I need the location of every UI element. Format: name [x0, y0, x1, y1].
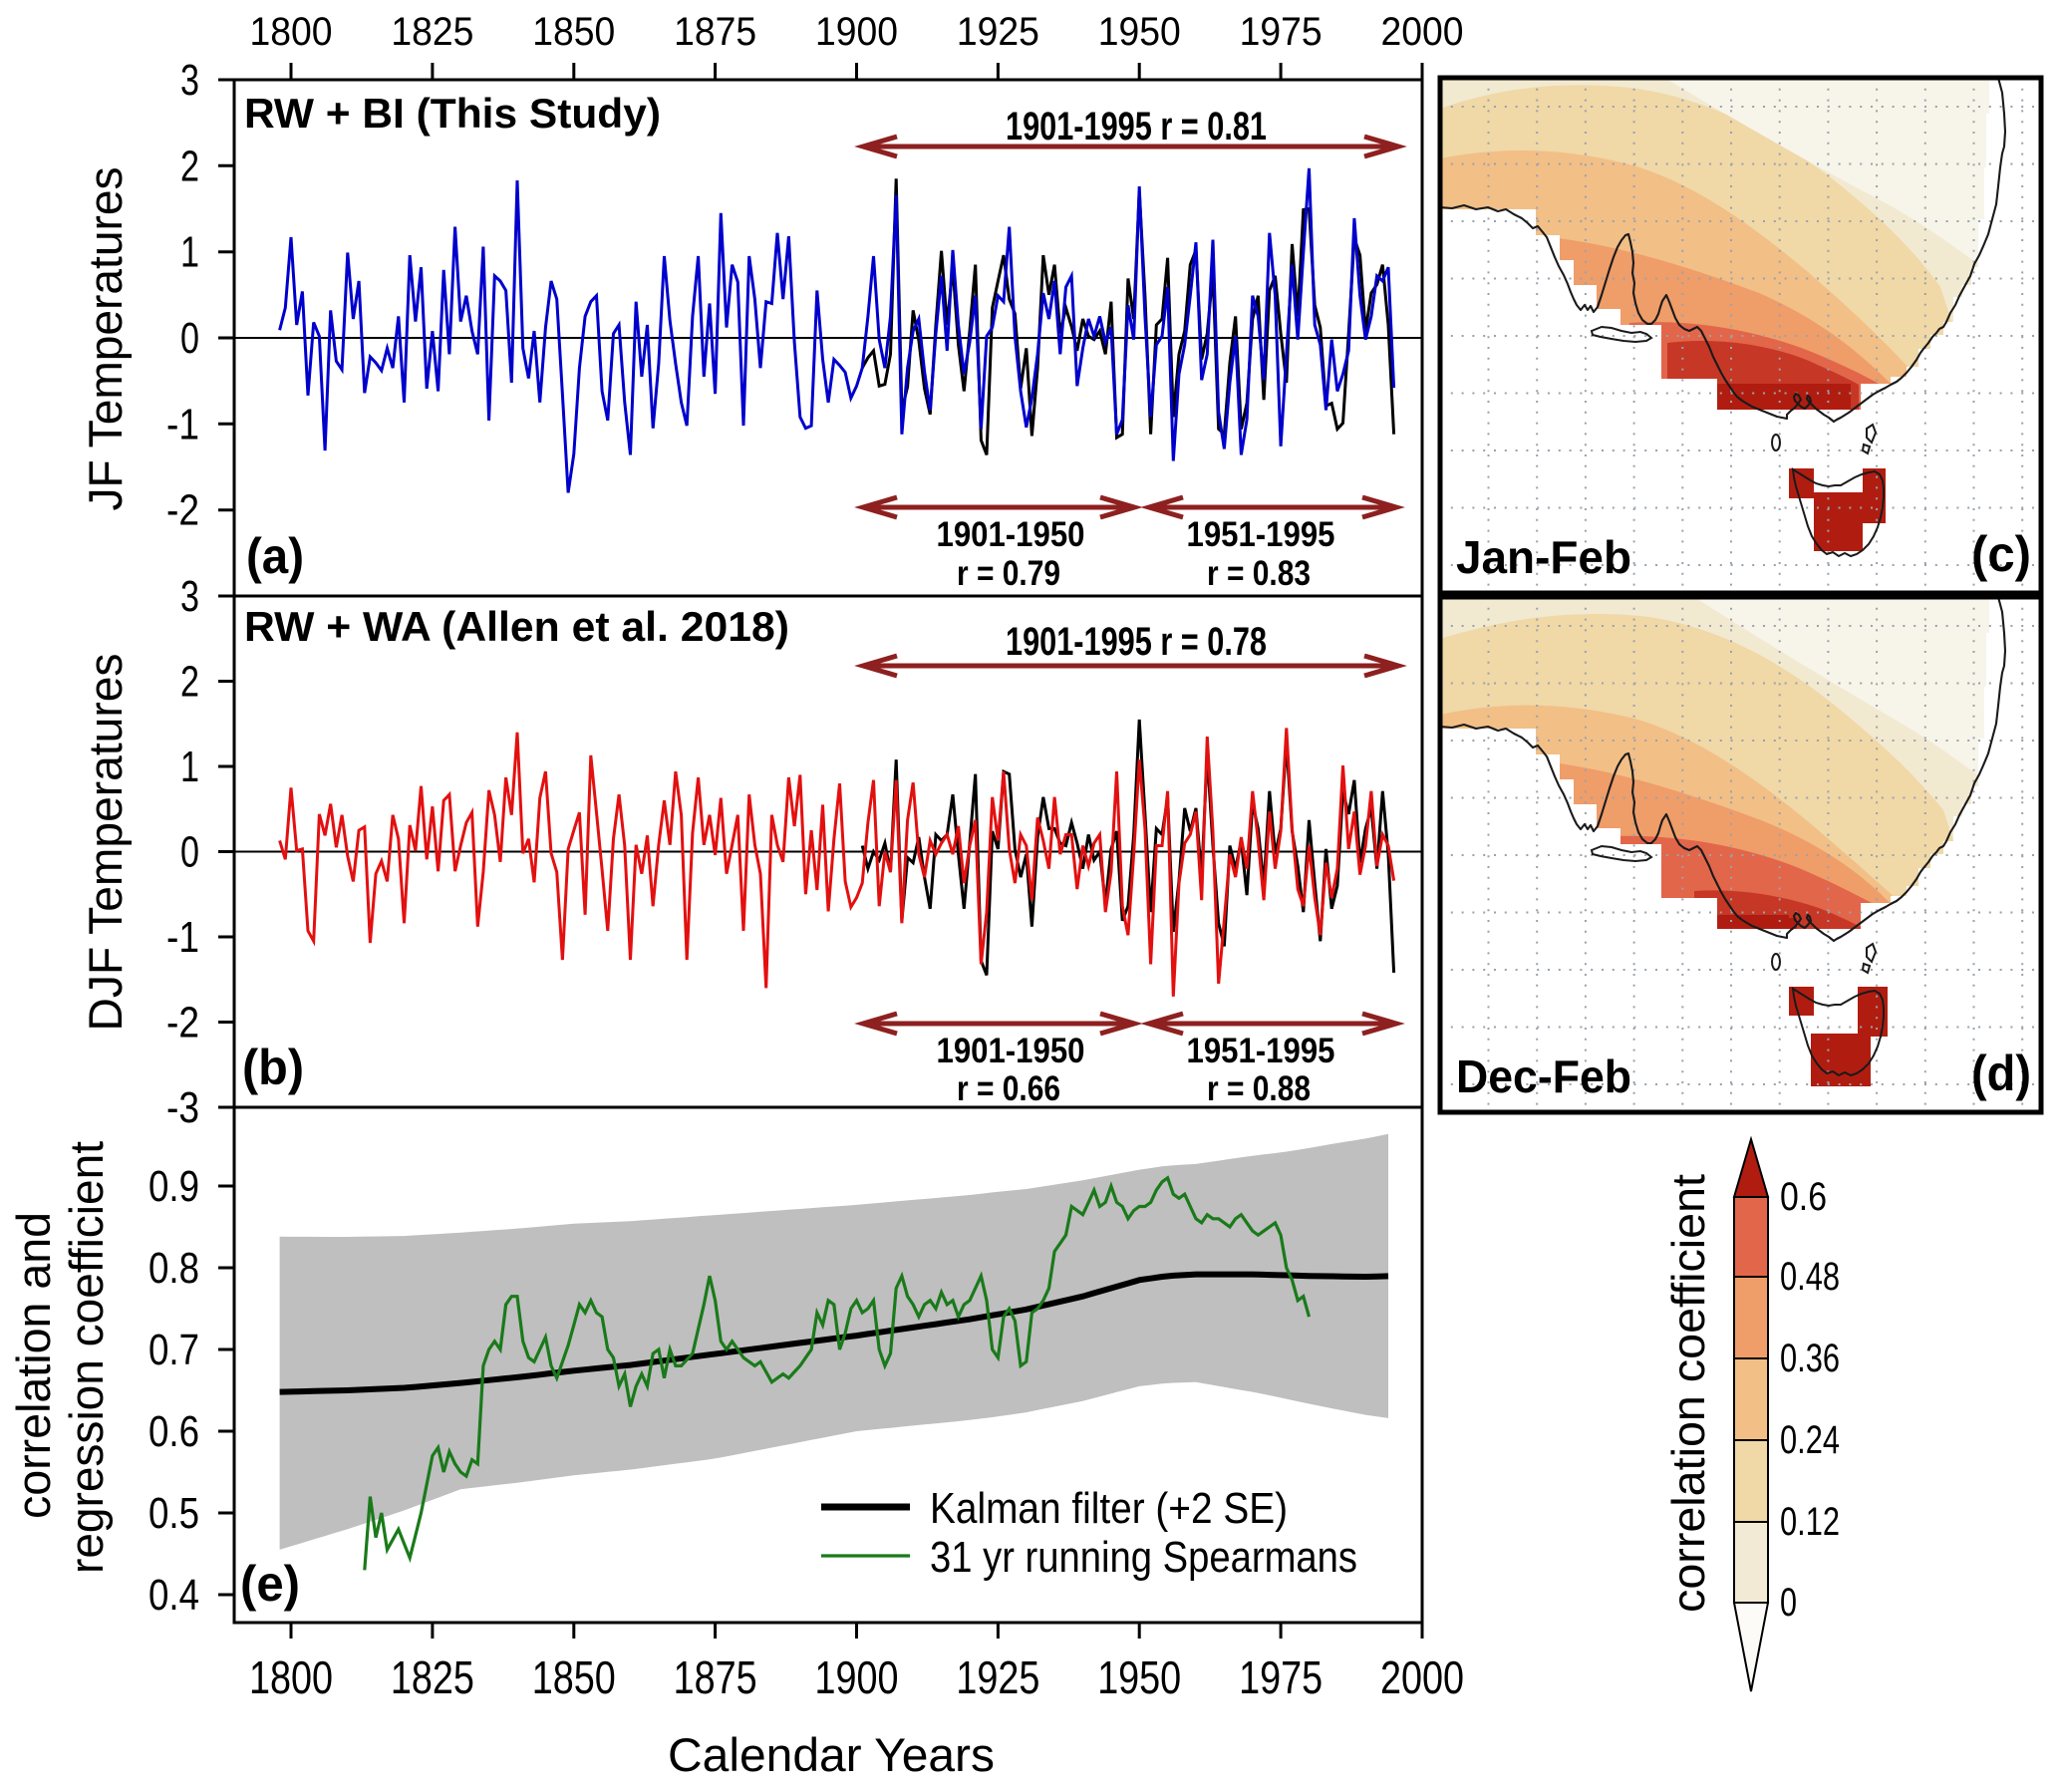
svg-text:0.6: 0.6: [148, 1407, 199, 1456]
svg-text:1925: 1925: [957, 10, 1039, 54]
svg-text:DJF Temperatures: DJF Temperatures: [79, 654, 132, 1032]
svg-text:regression coefficient: regression coefficient: [60, 1141, 113, 1574]
svg-text:Kalman filter (+2 SE): Kalman filter (+2 SE): [930, 1484, 1288, 1533]
svg-text:1975: 1975: [1239, 1651, 1323, 1703]
svg-text:0.9: 0.9: [148, 1162, 199, 1211]
svg-text:Calendar Years: Calendar Years: [668, 1728, 995, 1781]
svg-text:RW + WA (Allen et al. 2018): RW + WA (Allen et al. 2018): [244, 603, 789, 650]
svg-text:1950: 1950: [1097, 1651, 1181, 1703]
svg-text:1875: 1875: [674, 1651, 757, 1703]
svg-text:JF Temperatures: JF Temperatures: [79, 167, 132, 511]
svg-text:r = 0.88: r = 0.88: [1207, 1069, 1311, 1108]
svg-text:(c): (c): [1971, 526, 2031, 582]
svg-text:0.8: 0.8: [148, 1244, 199, 1293]
svg-text:1: 1: [180, 228, 199, 277]
svg-text:31 yr running Spearmans: 31 yr running Spearmans: [930, 1533, 1357, 1582]
svg-text:-3: -3: [166, 1083, 199, 1132]
svg-text:2000: 2000: [1380, 1651, 1464, 1703]
svg-text:-1: -1: [166, 913, 199, 962]
svg-text:1825: 1825: [391, 10, 473, 54]
svg-text:1975: 1975: [1240, 10, 1323, 54]
svg-text:0.24: 0.24: [1780, 1418, 1840, 1462]
svg-text:-2: -2: [166, 999, 199, 1047]
svg-text:2: 2: [180, 658, 199, 707]
svg-text:1901-1995 r = 0.81: 1901-1995 r = 0.81: [1006, 105, 1267, 149]
svg-text:0.7: 0.7: [148, 1326, 199, 1374]
svg-text:0.36: 0.36: [1780, 1337, 1840, 1380]
svg-text:r = 0.83: r = 0.83: [1207, 554, 1311, 593]
svg-text:0.48: 0.48: [1780, 1255, 1840, 1299]
svg-text:correlation coefficient: correlation coefficient: [1662, 1174, 1714, 1613]
svg-text:1901-1950: 1901-1950: [937, 1032, 1085, 1070]
svg-text:(d): (d): [1971, 1045, 2031, 1101]
svg-text:-1: -1: [166, 400, 199, 448]
svg-text:1900: 1900: [815, 10, 898, 54]
svg-text:-2: -2: [166, 486, 199, 535]
svg-text:0.12: 0.12: [1780, 1500, 1840, 1544]
svg-text:2000: 2000: [1381, 10, 1464, 54]
svg-text:Dec-Feb: Dec-Feb: [1456, 1050, 1631, 1102]
svg-text:0.5: 0.5: [148, 1489, 199, 1538]
svg-text:correlation and: correlation and: [7, 1212, 60, 1519]
svg-text:0: 0: [180, 314, 199, 363]
svg-text:0: 0: [180, 828, 199, 877]
svg-text:3: 3: [180, 56, 199, 105]
svg-text:0.4: 0.4: [148, 1571, 199, 1620]
svg-text:1800: 1800: [250, 10, 333, 54]
svg-text:0: 0: [1780, 1581, 1797, 1625]
svg-text:0.6: 0.6: [1780, 1175, 1827, 1219]
svg-text:r = 0.79: r = 0.79: [957, 554, 1060, 593]
svg-text:1825: 1825: [391, 1651, 474, 1703]
svg-text:1875: 1875: [674, 10, 756, 54]
svg-text:RW + BI (This Study): RW + BI (This Study): [244, 90, 661, 137]
svg-text:1951-1995: 1951-1995: [1187, 1032, 1335, 1070]
svg-text:1925: 1925: [956, 1651, 1039, 1703]
svg-text:r = 0.66: r = 0.66: [957, 1069, 1060, 1108]
svg-text:1950: 1950: [1098, 10, 1181, 54]
svg-text:1850: 1850: [532, 10, 615, 54]
svg-text:1901-1950: 1901-1950: [937, 515, 1085, 554]
svg-text:(a): (a): [246, 528, 304, 584]
svg-text:1800: 1800: [249, 1651, 333, 1703]
svg-text:1901-1995 r = 0.78: 1901-1995 r = 0.78: [1006, 620, 1267, 664]
svg-text:(e): (e): [240, 1556, 300, 1612]
svg-text:Jan-Feb: Jan-Feb: [1456, 531, 1631, 583]
svg-text:(b): (b): [242, 1040, 304, 1095]
svg-text:2: 2: [180, 142, 199, 190]
svg-text:1951-1995: 1951-1995: [1187, 515, 1335, 554]
svg-text:1900: 1900: [815, 1651, 899, 1703]
svg-text:1: 1: [180, 743, 199, 791]
svg-text:3: 3: [180, 572, 199, 621]
svg-text:1850: 1850: [532, 1651, 616, 1703]
